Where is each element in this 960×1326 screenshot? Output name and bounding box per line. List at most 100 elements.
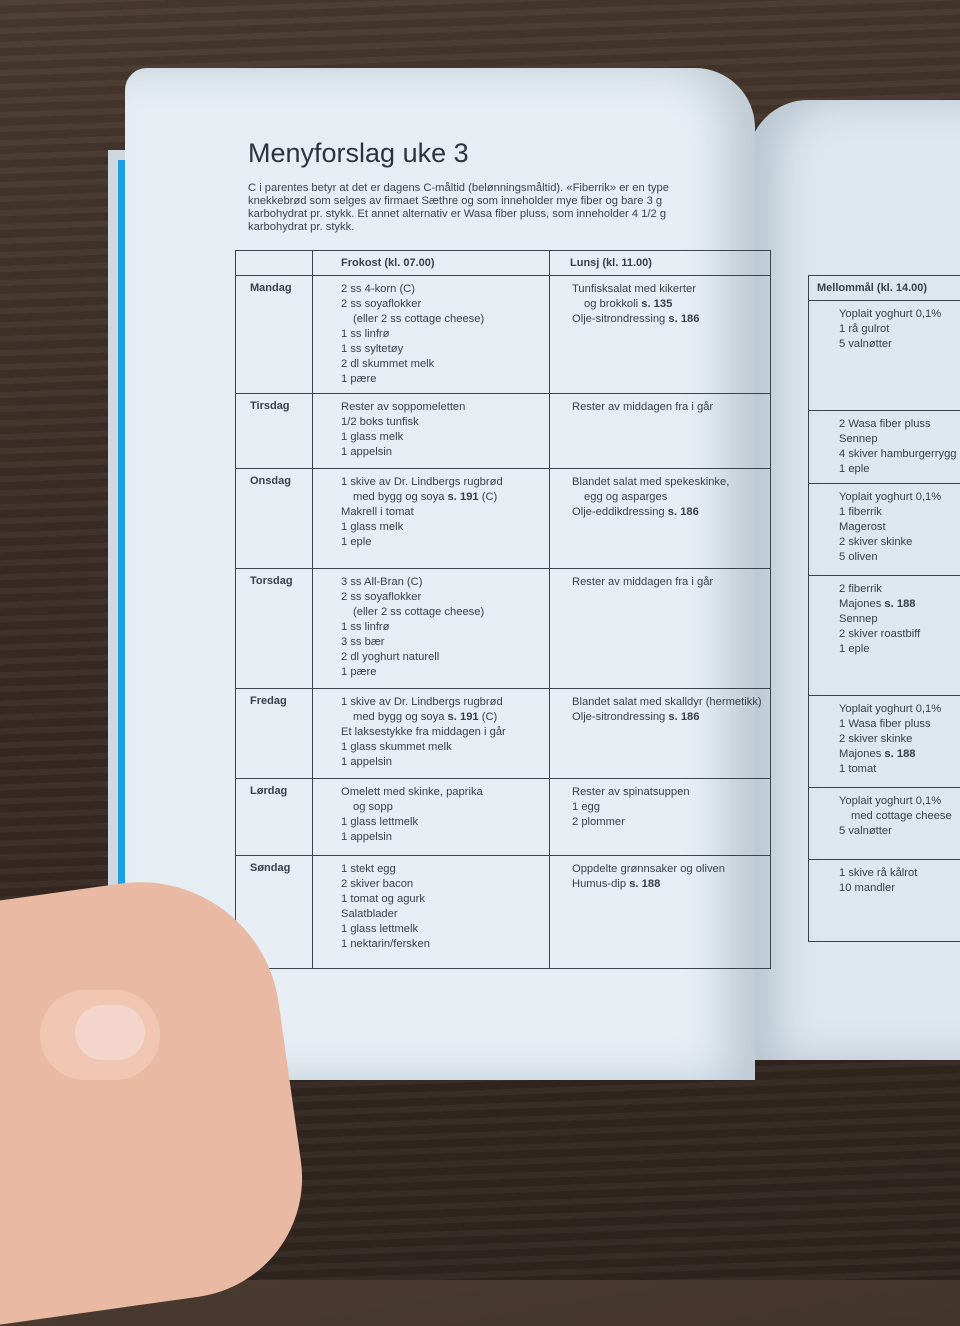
line-text: Majones	[839, 598, 884, 610]
cell-line: Rester av middagen fra i går	[572, 575, 762, 590]
day-cell: Fredag	[236, 689, 313, 779]
page-reference: s. 188	[884, 748, 915, 760]
cell-line: 1 fiberrik	[839, 505, 957, 520]
cell-line: 2 skiver skinke	[839, 535, 957, 550]
cell-line: Makrell i tomat	[341, 505, 541, 520]
line-text: Yoplait yoghurt 0,1%	[839, 308, 941, 320]
line-text: 1 eple	[839, 463, 869, 475]
line-text: 2 ss soyaflokker	[341, 591, 421, 603]
cell-line: 1 nektarin/fersken	[341, 937, 541, 952]
line-text: 5 valnøtter	[839, 338, 892, 350]
cell-line: 1 tomat og agurk	[341, 892, 541, 907]
cell-line: 1 Wasa fiber pluss	[839, 717, 957, 732]
cell-line: Et laksestykke fra middagen i går	[341, 725, 541, 740]
line-text: 1 ss linfrø	[341, 328, 390, 340]
table-row: Fredag 1 skive av Dr. Lindbergs rugbrød me…	[236, 689, 771, 779]
cell-line: Olje-sitrondressing s. 186	[572, 710, 762, 725]
line-text: 1 glass melk	[341, 431, 403, 443]
cell-line: Sennep	[839, 612, 957, 627]
line-text: Makrell i tomat	[341, 506, 414, 518]
page-reference: s. 191	[448, 491, 479, 503]
cell-line: 2 dl yoghurt naturell	[341, 650, 541, 665]
cell-line: 1 skive av Dr. Lindbergs rugbrød	[341, 475, 541, 490]
line-text: 2 dl skummet melk	[341, 358, 434, 370]
line-text: Rester av middagen fra i går	[572, 401, 713, 413]
cell-line: 1/2 boks tunfisk	[341, 415, 541, 430]
page-title: Menyforslag uke 3	[248, 138, 469, 169]
cell-line: Olje-sitrondressing s. 186	[572, 312, 762, 327]
line-text: 2 ss soyaflokker	[341, 298, 421, 310]
line-text: og brokkoli	[584, 298, 641, 310]
line-text: 1 ss syltetøy	[341, 343, 403, 355]
line-text: 1 skive av Dr. Lindbergs rugbrød	[341, 476, 503, 488]
page-reference: s. 191	[448, 711, 479, 723]
cell-line: 2 dl skummet melk	[341, 357, 541, 372]
line-text: 4 skiver hamburgerrygg	[839, 448, 957, 460]
line-text: Sennep	[839, 613, 878, 625]
cell-line: 3 ss bær	[341, 635, 541, 650]
line-text: Humus-dip	[572, 878, 629, 890]
line-text: 1 glass lettmelk	[341, 816, 418, 828]
line-text: 1 nektarin/fersken	[341, 938, 430, 950]
cell-line: 2 plommer	[572, 815, 762, 830]
frokost-cell: 1 skive av Dr. Lindbergs rugbrød med bygg…	[313, 689, 550, 779]
cell-line: 3 ss All-Bran (C)	[341, 575, 541, 590]
line-text: 2 skiver skinke	[839, 536, 912, 548]
line-text: Yoplait yoghurt 0,1%	[839, 491, 941, 503]
line-text: Magerost	[839, 521, 886, 533]
line-text: 1 pære	[341, 373, 376, 385]
line-text: Blandet salat med spekeskinke,	[572, 476, 729, 488]
cell-line: 4 skiver hamburgerrygg	[839, 447, 957, 462]
line-text: Rester av middagen fra i går	[572, 576, 713, 588]
line-text: 1 appelsin	[341, 831, 392, 843]
cell-line: Yoplait yoghurt 0,1%	[839, 794, 957, 809]
line-text: 5 oliven	[839, 551, 878, 563]
cell-line: 1 glass melk	[341, 520, 541, 535]
line-text: Olje-eddikdressing	[572, 506, 668, 518]
line-text: og sopp	[353, 801, 393, 813]
line-text: 1 pære	[341, 666, 376, 678]
lunsj-cell: Rester av middagen fra i går	[550, 569, 771, 689]
cell-line: 5 valnøtter	[839, 337, 957, 352]
line-text: 1 skive rå kålrot	[839, 867, 917, 879]
cell-line: egg og asparges	[572, 490, 762, 505]
cell-line: 1 egg	[572, 800, 762, 815]
line-text: 1 rå gulrot	[839, 323, 889, 335]
line-text: egg og asparges	[584, 491, 667, 503]
line-text: 5 valnøtter	[839, 825, 892, 837]
header-lunsj: Lunsj (kl. 11.00)	[550, 251, 771, 276]
cell-line: Tunfisksalat med kikerter	[572, 282, 762, 297]
line-text: 2 dl yoghurt naturell	[341, 651, 439, 663]
lunsj-cell: Rester av middagen fra i går	[550, 394, 771, 469]
cell-line: (eller 2 ss cottage cheese)	[341, 605, 541, 620]
line-text: 1 tomat og agurk	[341, 893, 425, 905]
line-text: 1 appelsin	[341, 446, 392, 458]
cell-line: Salatblader	[341, 907, 541, 922]
line-text: med bygg og soya	[353, 711, 448, 723]
cell-line: 1 pære	[341, 372, 541, 387]
cell-line: 2 ss soyaflokker	[341, 297, 541, 312]
line-text: 1 appelsin	[341, 756, 392, 768]
cell-line: og sopp	[341, 800, 541, 815]
cell-line: Humus-dip s. 188	[572, 877, 762, 892]
line-text: 1 Wasa fiber pluss	[839, 718, 931, 730]
cell-line: 5 valnøtter	[839, 824, 957, 839]
cell-line: 1 pære	[341, 665, 541, 680]
cell-line: Rester av spinatsuppen	[572, 785, 762, 800]
day-cell: Mandag	[236, 276, 313, 394]
line-text: 3 ss All-Bran (C)	[341, 576, 422, 588]
line-text: Olje-sitrondressing	[572, 711, 668, 723]
line-text: 1 skive av Dr. Lindbergs rugbrød	[341, 696, 503, 708]
intro-paragraph: C i parentes betyr at det er dagens C-må…	[248, 182, 718, 234]
